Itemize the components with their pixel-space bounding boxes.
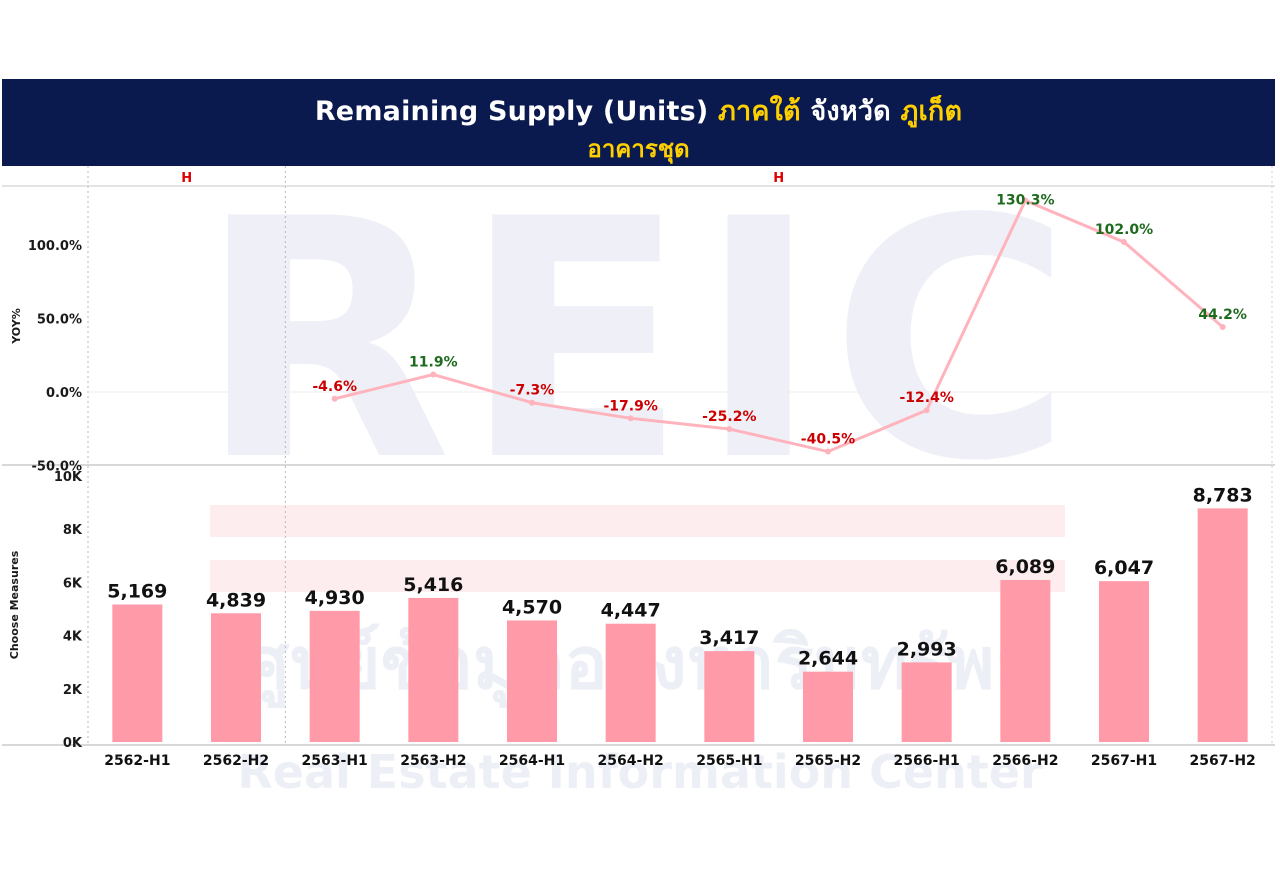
x-tick-label: 2567-H1	[1091, 753, 1157, 769]
x-tick-label: 2563-H2	[400, 753, 466, 769]
yoy-point	[430, 371, 437, 378]
yoy-point	[825, 448, 831, 455]
supply-bar	[1197, 508, 1248, 742]
chart-subtitle: อาคารชุด	[587, 135, 690, 163]
bar-tick-label: 10K	[54, 470, 83, 485]
bar-value-label: 4,839	[206, 589, 266, 611]
chart-title: Remaining Supply (Units) ภาคใต้ จังหวัด …	[2, 89, 1275, 132]
supply-bar	[309, 610, 360, 742]
yoy-point	[1121, 239, 1127, 246]
bar-value-label: 5,169	[107, 581, 167, 603]
x-tick-label: 2562-H1	[104, 753, 170, 769]
yoy-point	[1219, 324, 1226, 331]
bar-value-label: 6,047	[1094, 557, 1154, 579]
bar-tick-label: 0K	[63, 736, 83, 751]
supply-bar	[803, 671, 853, 742]
x-tick-label: 2567-H2	[1190, 753, 1256, 769]
x-tick-label: 2565-H2	[795, 753, 861, 769]
bar-value-label: 4,930	[305, 587, 365, 609]
yoy-data-label: 44.2%	[1198, 307, 1247, 323]
yoy-point	[726, 426, 733, 433]
yoy-series-line	[334, 198, 1224, 454]
bar-value-label: 3,417	[699, 627, 759, 649]
group-label-1: H	[773, 171, 784, 186]
supply-bar	[605, 623, 656, 742]
supply-bar	[1000, 580, 1051, 742]
supply-bar	[408, 597, 459, 742]
x-tick-label: 2566-H1	[894, 753, 960, 769]
yoy-point	[1022, 197, 1029, 204]
supply-bar	[704, 651, 755, 742]
watermark-logo: REIC	[198, 149, 1083, 533]
watermark-english-text: Real Estate Information Center	[237, 745, 1043, 799]
supply-bar	[901, 662, 952, 742]
x-axis: 2562-H1 2562-H2 2563-H1 2563-H2 2564-H1 2564-…	[104, 753, 1256, 769]
yoy-tick-label: 100.0%	[28, 239, 82, 254]
x-tick-label: 2563-H1	[302, 753, 368, 769]
bar-value-label: 6,089	[995, 556, 1055, 578]
yoy-data-label: -40.5%	[801, 432, 855, 448]
supply-bar	[112, 604, 163, 742]
supply-bar	[507, 620, 557, 742]
bar-value-label: 5,416	[403, 574, 463, 596]
supply-bar-panel: 0K 2K 4K 6K 8K 10K Choose Measures 5,169 4,839 4,…	[8, 470, 1253, 751]
yoy-data-label: 102.0%	[1095, 222, 1153, 238]
x-tick-label: 2562-H2	[203, 753, 269, 769]
chart-gridlines	[2, 166, 1275, 746]
bar-tick-label: 6K	[63, 576, 83, 591]
watermark-band	[210, 560, 1065, 592]
supply-bar	[1099, 581, 1149, 742]
x-tick-label: 2564-H1	[499, 753, 565, 769]
bar-value-label: 4,570	[502, 596, 562, 618]
yoy-data-label: -25.2%	[702, 409, 756, 425]
yoy-tick-label: 0.0%	[46, 386, 82, 401]
yoy-data-label: -4.6%	[312, 379, 357, 395]
title-main: Remaining Supply (Units)	[314, 96, 709, 127]
yoy-axis-title: YOY%	[10, 308, 23, 345]
bar-tick-label: 8K	[63, 523, 83, 538]
bar-tick-label: 2K	[63, 683, 83, 698]
bar-axis-title: Choose Measures	[8, 550, 21, 659]
bar-tick-label: 4K	[63, 630, 83, 645]
yoy-point	[529, 399, 535, 406]
yoy-point	[923, 407, 930, 414]
bar-value-label: 8,783	[1193, 484, 1253, 506]
yoy-point	[331, 395, 338, 402]
yoy-data-label: -17.9%	[603, 398, 657, 414]
title-region: ภาคใต้	[718, 96, 801, 127]
supply-bar	[211, 613, 261, 742]
yoy-data-label: 11.9%	[409, 355, 458, 371]
title-province: ภูเก็ต	[900, 96, 963, 127]
x-tick-label: 2565-H1	[696, 753, 762, 769]
chart-header: Remaining Supply (Units) ภาคใต้ จังหวัด …	[2, 79, 1275, 166]
watermark-band	[210, 505, 1065, 537]
bar-value-label: 2,644	[798, 648, 858, 670]
bar-value-label: 2,993	[897, 638, 957, 660]
yoy-tick-label: -50.0%	[32, 460, 83, 475]
yoy-data-label: -12.4%	[899, 390, 953, 406]
group-label-0: H	[181, 171, 192, 186]
yoy-data-label: 130.3%	[996, 192, 1054, 208]
title-province-label: จังหวัด	[810, 96, 891, 127]
yoy-line-panel: -50.0% 0.0% 50.0% 100.0% YOY% -4.6% 11.9% -7.3%…	[10, 192, 1272, 475]
yoy-data-label: -7.3%	[510, 383, 555, 399]
yoy-tick-label: 50.0%	[37, 313, 82, 328]
bar-value-label: 4,447	[601, 600, 661, 622]
yoy-point	[627, 415, 634, 422]
x-tick-label: 2566-H2	[992, 753, 1058, 769]
x-tick-label: 2564-H2	[598, 753, 664, 769]
